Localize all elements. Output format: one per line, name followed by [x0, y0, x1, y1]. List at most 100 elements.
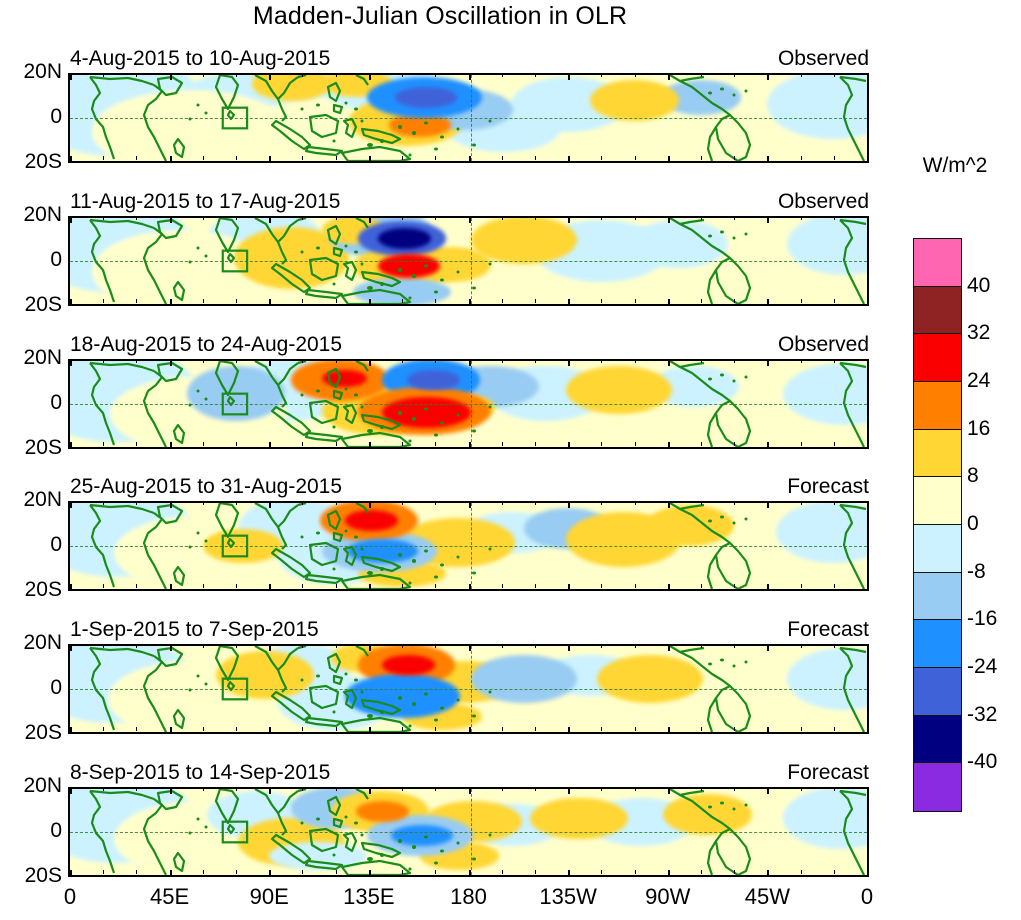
island-marker — [332, 139, 336, 143]
axis-major-tick — [269, 727, 272, 734]
coastline-path — [706, 840, 717, 875]
axis-minor-tick — [800, 73, 802, 77]
island-marker — [408, 296, 412, 300]
island-marker — [380, 425, 384, 429]
coastline-path — [839, 362, 865, 447]
y-axis-tick-labels: 20N 0 20S — [0, 203, 62, 316]
colorbar-band — [914, 334, 961, 382]
axis-major-tick — [70, 787, 72, 794]
page-title: Madden-Julian Oscillation in OLR — [252, 2, 628, 30]
axis-major-tick — [169, 787, 172, 794]
coastline-path — [214, 503, 240, 539]
coastline-path — [304, 573, 344, 585]
axis-major-tick — [169, 501, 172, 508]
coastline-path — [355, 503, 369, 514]
coastline-path — [226, 680, 236, 692]
axis-minor-tick — [103, 501, 105, 505]
axis-major-tick — [269, 442, 272, 449]
axis-minor-tick — [601, 870, 603, 874]
axis-major-tick — [867, 727, 869, 734]
axis-minor-tick — [103, 584, 105, 588]
coastline-path — [332, 103, 344, 115]
coastline-path — [679, 366, 731, 402]
axis-minor-tick — [302, 787, 304, 791]
island-marker — [354, 821, 358, 825]
axis-minor-tick — [501, 644, 503, 648]
axis-tick-row — [68, 359, 869, 366]
coastline-path — [706, 554, 717, 589]
coastline-path — [326, 224, 342, 246]
coastline-path — [308, 541, 340, 567]
axis-minor-tick — [634, 787, 636, 791]
coastline-path — [270, 262, 312, 294]
coastline-path — [226, 395, 236, 407]
axis-major-tick — [269, 156, 272, 163]
island-marker — [744, 517, 748, 521]
coastline-path — [89, 218, 155, 230]
axis-minor-tick — [402, 870, 404, 874]
coastline-path — [89, 504, 116, 588]
colorbar-tick-label: 16 — [967, 416, 991, 440]
axis-major-tick — [169, 870, 172, 877]
panel-status-label: Observed — [777, 190, 869, 213]
coastline-path — [839, 789, 867, 797]
y-axis-tick-label: 20S — [24, 721, 62, 744]
coastline-path — [304, 859, 344, 871]
axis-minor-tick — [534, 870, 536, 874]
island-marker — [434, 575, 438, 579]
coastline-path — [142, 798, 167, 875]
axis-minor-tick — [435, 73, 437, 77]
island-marker — [412, 131, 416, 135]
axis-major-tick — [568, 359, 571, 366]
axis-minor-tick — [634, 359, 636, 363]
colorbar-units-label: W/m^2 — [922, 154, 988, 177]
coastline-path — [156, 361, 184, 383]
axis-minor-tick — [103, 870, 105, 874]
island-marker — [380, 710, 384, 714]
axis-minor-tick — [335, 501, 337, 505]
axis-minor-tick — [833, 442, 835, 446]
island-marker — [472, 857, 476, 861]
panel-header: 4-Aug-2015 to 10-Aug-2015 Observed — [68, 47, 869, 71]
coastline-path — [276, 812, 288, 836]
axis-minor-tick — [435, 584, 437, 588]
axis-major-tick — [468, 156, 471, 163]
island-marker — [360, 262, 364, 266]
map-plot-area — [68, 501, 869, 591]
island-marker — [360, 690, 364, 694]
axis-minor-tick — [136, 727, 138, 731]
axis-minor-tick — [734, 359, 736, 363]
axis-major-tick — [468, 73, 471, 80]
axis-major-tick — [269, 644, 272, 651]
axis-minor-tick — [103, 359, 105, 363]
axis-minor-tick — [734, 727, 736, 731]
island-marker — [424, 264, 428, 268]
island-marker — [380, 853, 384, 857]
axis-minor-tick — [734, 501, 736, 505]
axis-minor-tick — [800, 216, 802, 220]
anomaly-region — [322, 369, 367, 387]
dateline-marker — [470, 646, 472, 732]
map-panel: 4-Aug-2015 to 10-Aug-2015 Observed 20N 0 20S — [0, 47, 905, 173]
coastline-path — [332, 389, 344, 401]
axis-minor-tick — [700, 299, 702, 303]
axis-minor-tick — [402, 73, 404, 77]
island-marker — [412, 845, 416, 849]
y-axis-tick-label: 0 — [50, 819, 62, 842]
island-marker — [196, 246, 200, 250]
coastline-path — [172, 137, 186, 159]
axis-major-tick — [767, 156, 770, 163]
axis-major-tick — [368, 359, 371, 366]
island-marker — [744, 375, 748, 379]
axis-minor-tick — [402, 299, 404, 303]
axis-minor-tick — [236, 359, 238, 363]
island-marker — [204, 825, 208, 829]
dateline-marker — [470, 503, 472, 589]
axis-minor-tick — [236, 156, 238, 160]
island-marker — [440, 563, 444, 567]
coastline-path — [308, 827, 340, 853]
axis-minor-tick — [302, 73, 304, 77]
coastline-path — [89, 76, 116, 160]
island-marker — [398, 125, 402, 129]
axis-major-tick — [767, 299, 770, 306]
